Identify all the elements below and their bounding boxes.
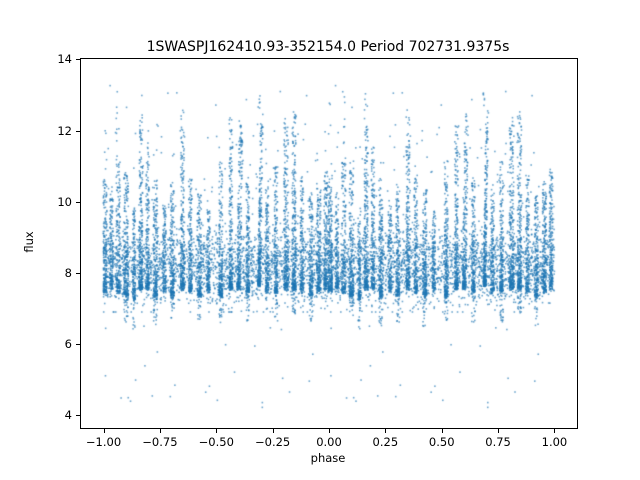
- y-tick-mark: [76, 272, 80, 274]
- x-tick-label: −0.25: [255, 435, 291, 449]
- y-axis-label: flux: [22, 231, 36, 253]
- x-tick-label: −0.50: [198, 435, 234, 449]
- y-tick-mark: [76, 201, 80, 203]
- x-tick-label: 0.75: [485, 435, 511, 449]
- y-tick-label: 6: [64, 337, 72, 352]
- x-tick-label: 1.00: [541, 435, 568, 449]
- x-tick-label: −0.75: [142, 435, 178, 449]
- y-tick-label: 8: [64, 265, 72, 280]
- x-tick-label: 0.25: [372, 435, 399, 449]
- y-tick-mark: [76, 59, 80, 61]
- chart-title: 1SWASPJ162410.93-352154.0 Period 702731.…: [146, 39, 510, 55]
- y-tick-mark: [76, 415, 80, 417]
- x-tick-label: −1.00: [85, 435, 122, 449]
- x-tick-mark: [554, 429, 556, 433]
- scatter-points-canvas: [81, 59, 577, 428]
- x-tick-label: 0.50: [428, 435, 455, 449]
- x-tick-mark: [216, 429, 218, 433]
- x-tick-mark: [272, 429, 274, 433]
- x-tick-mark: [385, 429, 387, 433]
- x-tick-mark: [441, 429, 443, 433]
- y-tick-label: 14: [57, 52, 72, 67]
- x-tick-label: 0.00: [316, 435, 342, 449]
- plot-area: [80, 58, 578, 429]
- x-tick-mark: [103, 429, 105, 433]
- x-tick-mark: [329, 429, 330, 433]
- y-tick-mark: [76, 344, 80, 346]
- y-tick-label: 4: [64, 408, 72, 423]
- x-axis-label: phase: [310, 451, 346, 465]
- x-tick-mark: [159, 429, 161, 433]
- y-tick-mark: [76, 130, 80, 132]
- y-tick-label: 10: [57, 194, 72, 209]
- y-tick-label: 12: [57, 123, 72, 138]
- x-tick-mark: [498, 429, 500, 433]
